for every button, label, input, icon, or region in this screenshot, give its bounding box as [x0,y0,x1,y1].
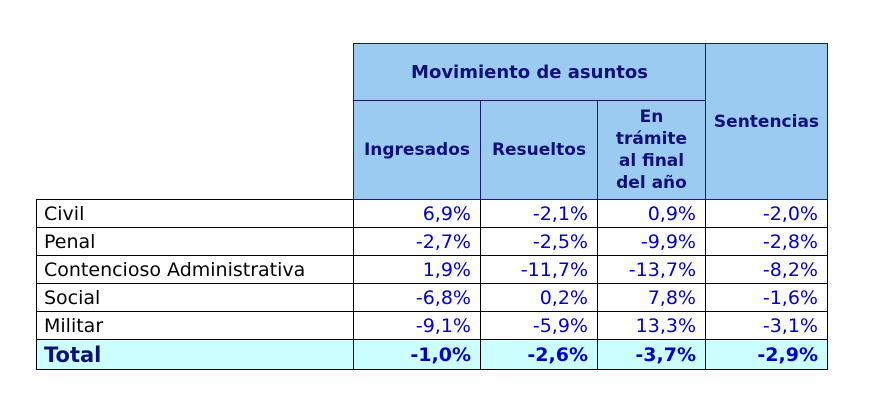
table-row-contencioso: Contencioso Administrativa 1,9% -11,7% -… [36,255,828,284]
value-cell: -11,7% [480,255,598,284]
value-cell: -1,6% [705,283,828,312]
value-cell: -2,0% [705,199,828,228]
table-row-militar: Militar -9,1% -5,9% 13,3% -3,1% [36,311,828,340]
row-label: Contencioso Administrativa [36,255,354,284]
value-cell: 13,3% [597,311,706,340]
table-row-penal: Penal -2,7% -2,5% -9,9% -2,8% [36,227,828,256]
value-cell: 1,9% [353,255,481,284]
value-cell: -8,2% [705,255,828,284]
value-cell: 6,9% [353,199,481,228]
column-header-sentencias: Sentencias [705,43,828,200]
value-cell: -2,8% [705,227,828,256]
value-cell: -3,1% [705,311,828,340]
total-label: Total [36,339,354,370]
value-cell: -9,1% [353,311,481,340]
value-cell: -6,8% [353,283,481,312]
value-cell: -13,7% [597,255,706,284]
value-cell: -2,7% [353,227,481,256]
value-cell: -2,1% [480,199,598,228]
value-cell: -2,5% [480,227,598,256]
column-header-ingresados: Ingresados [353,100,481,200]
row-label: Militar [36,311,354,340]
table-row-total: Total -1,0% -2,6% -3,7% -2,9% [36,339,828,370]
row-label: Social [36,283,354,312]
total-value-cell: -3,7% [597,339,706,370]
row-label: Penal [36,227,354,256]
row-label: Civil [36,199,354,228]
table-row-social: Social -6,8% 0,2% 7,8% -1,6% [36,283,828,312]
column-header-en-tramite: En trámite al final del año [597,100,706,200]
judicial-stats-table: Movimiento de asuntos Sentencias Ingresa… [36,43,828,370]
group-header-movimiento: Movimiento de asuntos [353,43,706,101]
total-value-cell: -2,9% [705,339,828,370]
total-value-cell: -1,0% [353,339,481,370]
column-header-resueltos: Resueltos [480,100,598,200]
value-cell: 0,9% [597,199,706,228]
value-cell: 0,2% [480,283,598,312]
value-cell: -5,9% [480,311,598,340]
blank-corner-cell [36,43,354,101]
table-row-civil: Civil 6,9% -2,1% 0,9% -2,0% [36,199,828,228]
value-cell: 7,8% [597,283,706,312]
value-cell: -9,9% [597,227,706,256]
total-value-cell: -2,6% [480,339,598,370]
blank-corner-cell [36,100,354,200]
